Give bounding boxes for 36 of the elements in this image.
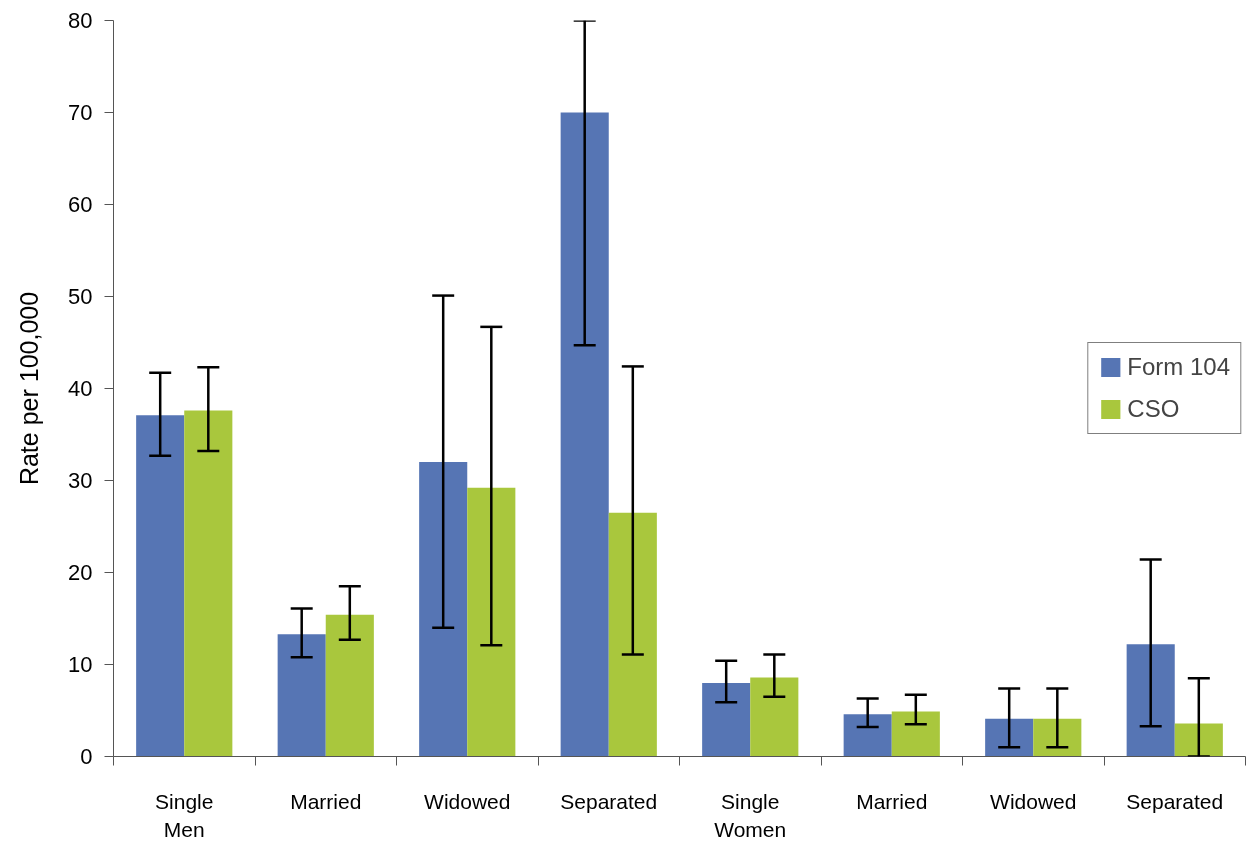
bar — [419, 462, 468, 757]
y-tick-label: 40 — [68, 376, 93, 401]
bar — [750, 677, 799, 757]
x-tick-label: Widowed — [990, 789, 1077, 813]
bar — [702, 682, 751, 757]
y-tick-label: 30 — [68, 468, 93, 493]
bar — [277, 634, 326, 757]
legend-label: CSO — [1127, 395, 1180, 423]
x-tick-label: Single Women — [714, 789, 787, 842]
bar — [184, 410, 233, 757]
bar — [1126, 644, 1175, 757]
legend-label: Form 104 — [1127, 353, 1230, 381]
x-tick-label: Separated — [1126, 789, 1224, 813]
bar — [985, 718, 1034, 757]
y-tick-label: 0 — [80, 744, 93, 769]
y-tick-label: 60 — [68, 192, 93, 217]
x-tick-label: Married — [290, 789, 362, 813]
bar — [891, 711, 940, 757]
x-tick-label: Separated — [560, 789, 658, 813]
bar — [608, 512, 657, 757]
y-tick-label: 70 — [68, 100, 93, 125]
bar — [560, 112, 609, 757]
bar — [136, 415, 185, 757]
x-tick-label: Single Men — [155, 789, 214, 842]
x-tick-label: Married — [856, 789, 928, 813]
y-tick-label: 10 — [68, 652, 93, 677]
bar — [325, 614, 374, 757]
y-tick-label: 50 — [68, 284, 93, 309]
bar — [1033, 718, 1082, 757]
bar — [1174, 723, 1223, 757]
bar — [843, 714, 892, 757]
bar — [467, 487, 516, 757]
y-axis-title: Rate per 100,000 — [15, 291, 44, 486]
x-tick-label: Widowed — [424, 789, 511, 813]
y-tick-label: 20 — [68, 560, 93, 585]
y-tick-label: 80 — [68, 8, 93, 33]
